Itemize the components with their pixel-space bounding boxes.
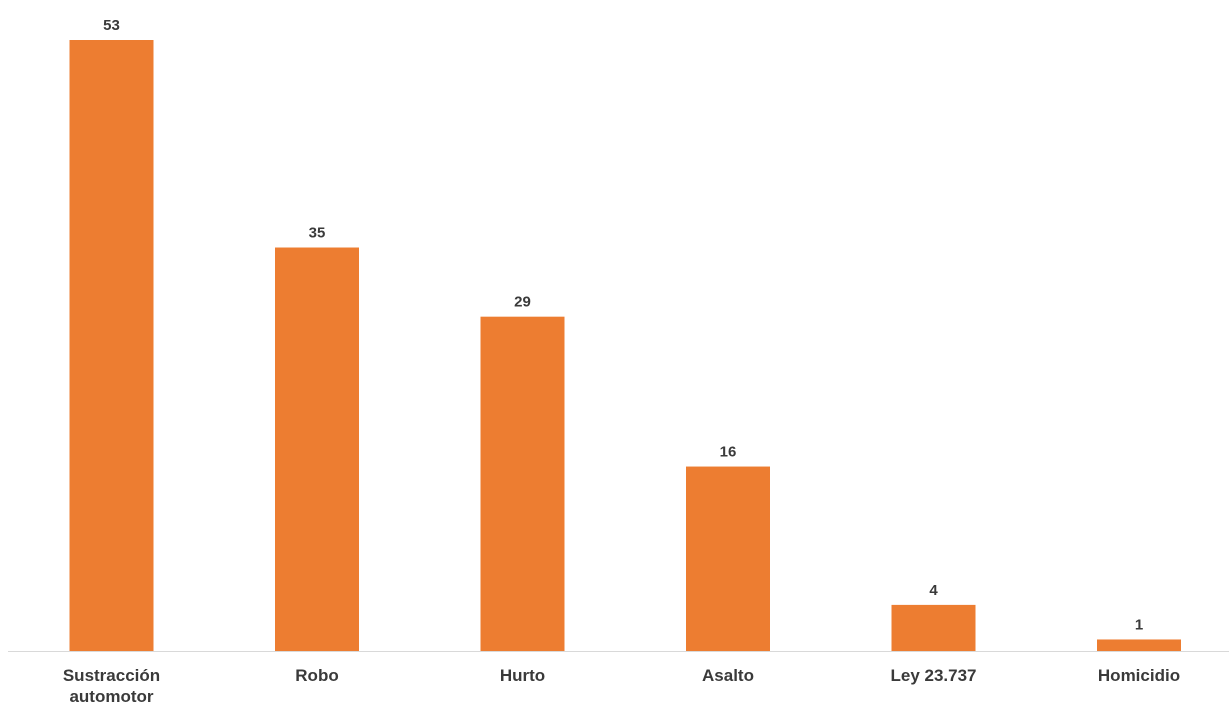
- bar-3: [686, 466, 770, 651]
- category-labels-group: Sustracción automotor Robo Hurto Asalto Ley 2…: [63, 666, 1180, 706]
- data-label-1: 35: [309, 225, 326, 242]
- category-label-5-line-0: Homicidio: [1098, 666, 1180, 685]
- category-label-2-line-0: Hurto: [500, 666, 545, 685]
- bar-1: [275, 247, 359, 651]
- category-label-3-line-0: Asalto: [702, 666, 754, 685]
- category-label-1: Robo: [295, 666, 338, 685]
- category-label-1-line-0: Robo: [295, 666, 338, 685]
- bar-4: [891, 604, 976, 651]
- bar-0: [69, 40, 154, 651]
- data-label-3: 16: [720, 444, 737, 461]
- category-label-5: Homicidio: [1098, 666, 1180, 685]
- data-label-2: 29: [514, 294, 531, 311]
- category-label-3: Asalto: [702, 666, 754, 685]
- bar-5: [1097, 639, 1181, 651]
- category-label-2: Hurto: [500, 666, 545, 685]
- category-label-0-line-0: Sustracción: [63, 666, 160, 685]
- value-labels-group: 53 35 29 16 4 1: [103, 17, 1143, 633]
- category-label-4: Ley 23.737: [890, 666, 976, 685]
- data-label-5: 1: [1135, 616, 1143, 633]
- category-label-0: Sustracción automotor: [63, 666, 160, 706]
- category-label-0-line-1: automotor: [69, 687, 153, 706]
- bars-group: [69, 40, 1181, 651]
- data-label-4: 4: [929, 582, 938, 599]
- data-label-0: 53: [103, 17, 120, 34]
- category-label-4-line-0: Ley 23.737: [890, 666, 976, 685]
- bar-2: [480, 316, 565, 651]
